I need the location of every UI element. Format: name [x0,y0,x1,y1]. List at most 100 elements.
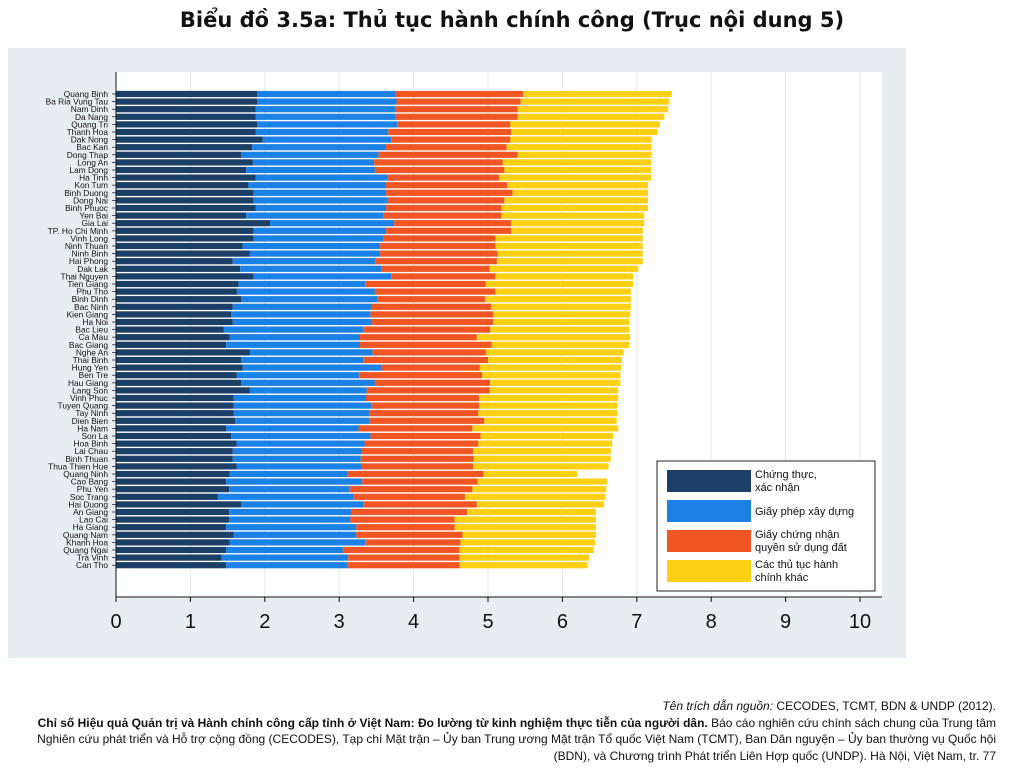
category-label: Binh Dinh [72,294,109,304]
category-label: Quang Binh [64,89,109,99]
bar-segment [350,516,455,523]
category-label: Quang Ninh [63,469,108,479]
bar-segment [229,508,352,516]
bar-segment [116,402,234,409]
bar-segment [116,136,263,143]
category-label: Hung Yen [72,363,109,373]
bar-segment [397,121,511,128]
category-label: Yen Bai [79,211,108,221]
bar-segment [246,212,384,219]
bar-segment [380,250,498,257]
category-label: Phu Tho [76,287,108,297]
bar-segment [485,349,624,356]
bar-segment [116,364,243,371]
bar-segment [116,470,230,478]
bar-segment [116,265,241,272]
bar-segment [364,440,479,447]
bar-segment [252,144,387,151]
bar-segment [472,425,619,432]
bar-segment [479,394,619,402]
bar-segment [116,197,254,204]
category-label: Phu Yen [77,484,109,494]
bar-segment [370,311,494,318]
bar-segment [348,554,460,561]
bar-segment [479,364,622,371]
bar-segment [253,227,387,234]
category-label: Ca Mau [79,332,109,342]
category-label: Hai Phong [69,256,108,266]
category-label: Tien Giang [67,279,108,289]
x-tick-label: 9 [780,611,791,633]
bar-segment [365,539,461,546]
bar-segment [511,128,658,136]
bar-segment [485,296,631,303]
category-label: Tuyen Quang [58,401,109,411]
report-description: Báo cáo nghiên cứu chính sách chung của … [37,715,996,763]
bar-segment [236,372,360,379]
bar-segment [116,288,238,295]
bar-segment [374,288,496,295]
legend-swatch [667,470,751,492]
bar-segment [233,531,357,538]
bar-segment [510,136,652,143]
bar-segment [342,546,460,554]
bar-segment [262,136,392,143]
bar-segment [116,455,233,462]
bar-segment [257,121,398,128]
bar-segment [270,220,395,227]
category-label: Thai Binh [73,355,109,365]
bar-segment [490,379,621,386]
bar-segment [366,387,490,394]
bar-segment [360,341,492,348]
bar-segment [380,242,496,250]
bar-segment [252,159,375,166]
bar-segment [480,432,613,440]
bar-segment [229,516,351,523]
bar-segment [116,121,258,128]
bar-segment [116,303,233,310]
category-label: Ha Nam [77,423,108,433]
bar-segment [511,227,643,234]
bar-segment [116,531,234,538]
bar-segment [232,318,372,326]
bar-segment [116,387,250,394]
bar-segment [368,417,485,424]
bar-segment [495,242,643,250]
bar-segment [240,151,379,158]
axes: 0 1 2 3 4 5 6 7 8 9 10 [110,72,882,633]
bar-segment [478,440,613,447]
legend-label: Chứng thực, xác nhận [755,469,817,494]
chart-panel: Quang Binh Ba Ria Vung Tau Nam Dinh Da Nang… [8,48,906,658]
category-label: Binh Thuan [65,454,108,464]
bar-segment [489,387,619,394]
bar-segment [116,151,241,158]
bar-segment [482,372,621,379]
bar-segment [226,341,361,348]
bar-segment [116,106,256,113]
bar-segment [231,432,371,440]
bar-segment [229,470,348,478]
bar-segment [255,204,387,212]
category-label: Vinh Phuc [70,393,108,403]
x-tick-label: 10 [849,611,871,633]
bar-segment [374,166,505,174]
category-label: Bac Giang [69,340,108,350]
bar-segment [504,197,648,204]
bar-segment [116,463,237,470]
category-label: Khanh Hoa [66,537,108,547]
bar-segment [255,106,396,113]
x-tick-label: 8 [706,611,717,633]
category-label: Ha Noi [82,317,108,327]
bar-segment [229,334,361,341]
bar-segment [116,296,241,303]
category-label: Soc Trang [70,492,109,502]
bar-segment [363,326,491,333]
category-label: Binh Duong [64,188,108,198]
bar-segment [368,410,479,417]
bar-segment [473,463,609,470]
category-label: Dak Nong [71,135,109,145]
bar-segment [116,562,227,569]
bar-segment [233,410,369,417]
bar-segment [489,265,639,272]
bar-segment [375,258,497,265]
